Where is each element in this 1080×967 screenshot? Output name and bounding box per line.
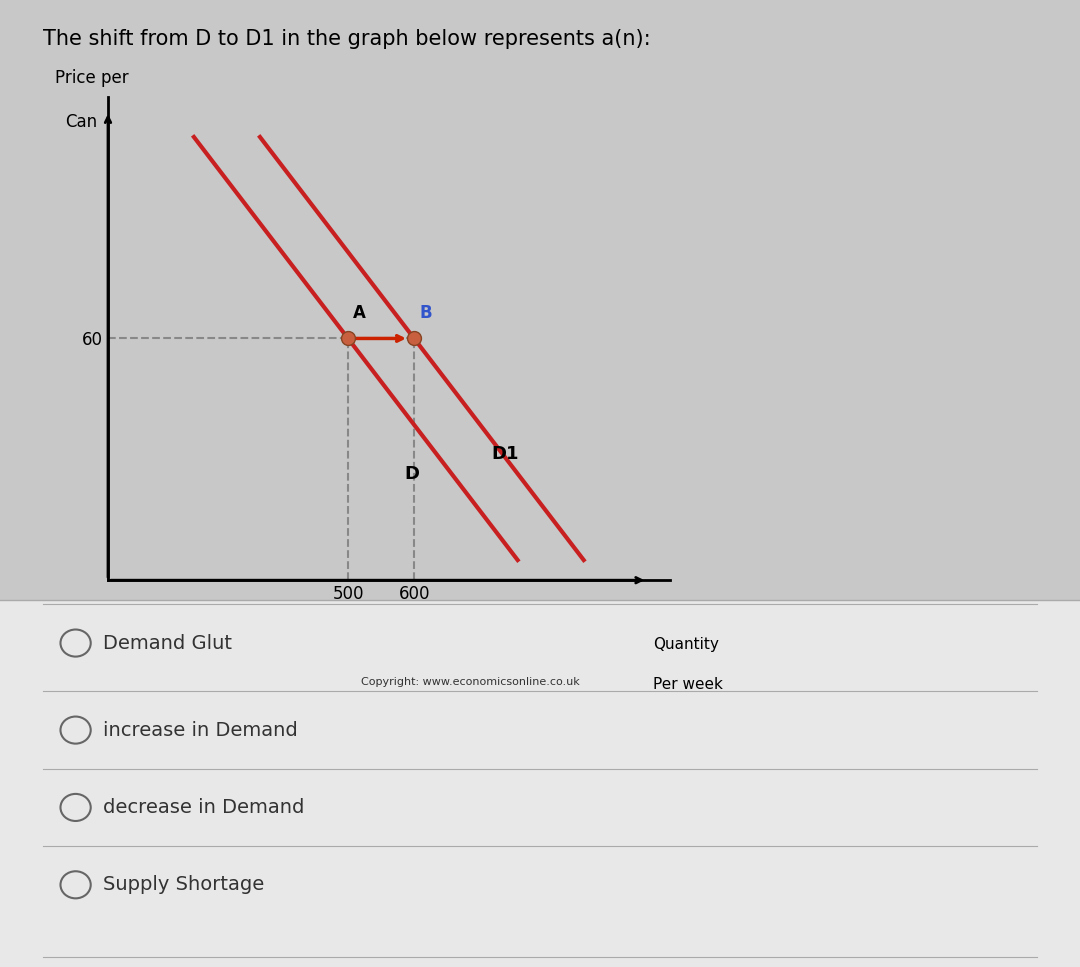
Text: Demand Glut: Demand Glut: [103, 633, 231, 653]
Text: Quantity: Quantity: [652, 636, 718, 652]
Text: Per week: Per week: [652, 677, 723, 692]
Text: A: A: [353, 305, 366, 322]
Text: D: D: [404, 465, 419, 484]
Text: Copyright: www.economicsonline.co.uk: Copyright: www.economicsonline.co.uk: [362, 677, 580, 687]
Text: Supply Shortage: Supply Shortage: [103, 875, 264, 894]
Text: increase in Demand: increase in Demand: [103, 720, 297, 740]
Text: B: B: [419, 305, 432, 322]
Text: D1: D1: [491, 446, 518, 463]
Text: decrease in Demand: decrease in Demand: [103, 798, 303, 817]
Text: Can: Can: [65, 112, 97, 131]
Text: Price per: Price per: [55, 69, 129, 87]
Text: The shift from D to D1 in the graph below represents a(n):: The shift from D to D1 in the graph belo…: [43, 29, 651, 49]
